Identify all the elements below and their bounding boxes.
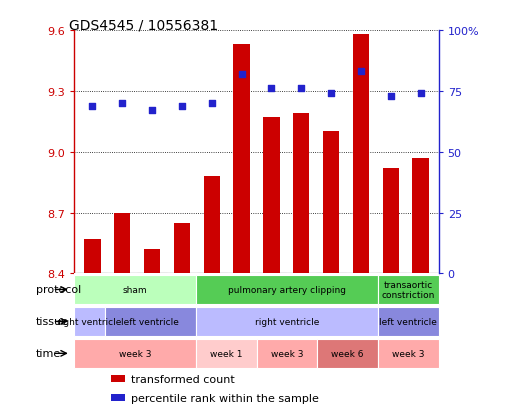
Text: week 3: week 3 [270,349,303,358]
Bar [256,339,317,368]
Point [208,100,216,107]
Point [417,91,425,97]
Bar [105,307,196,336]
Bar [144,249,160,274]
Bar [111,394,125,401]
Point [238,71,246,78]
Bar [74,275,196,304]
Bar [323,132,339,274]
Bar [412,159,429,274]
Text: GDS4545 / 10556381: GDS4545 / 10556381 [69,19,218,33]
Point [148,108,156,114]
Text: pulmonary artery clipping: pulmonary artery clipping [228,285,346,294]
Text: time: time [36,349,62,358]
Bar [114,213,130,274]
Bar [204,177,220,274]
Bar [378,307,439,336]
Text: right ventricle: right ventricle [57,317,122,326]
Text: week 3: week 3 [392,349,425,358]
Bar [378,339,439,368]
Point [297,86,305,93]
Point [178,103,186,109]
Text: left ventricle: left ventricle [122,317,179,326]
Text: week 1: week 1 [210,349,243,358]
Bar [196,339,256,368]
Point [357,69,365,76]
Text: transformed count: transformed count [131,374,234,384]
Bar [174,223,190,274]
Text: tissue: tissue [36,317,69,327]
Bar [111,375,125,382]
Bar [353,35,369,274]
Point [88,103,96,109]
Text: protocol: protocol [36,285,82,295]
Bar [378,275,439,304]
Text: sham: sham [123,285,147,294]
Text: percentile rank within the sample: percentile rank within the sample [131,393,319,403]
Bar [196,275,378,304]
Point [267,86,275,93]
Text: week 6: week 6 [331,349,364,358]
Text: transaortic
constriction: transaortic constriction [382,280,435,299]
Bar [196,307,378,336]
Bar [233,45,250,274]
Point [327,91,335,97]
Point [387,93,395,100]
Bar [84,240,101,274]
Bar [263,118,280,274]
Bar [293,114,309,274]
Bar [317,339,378,368]
Text: right ventricle: right ventricle [254,317,319,326]
Bar [383,169,399,274]
Bar [74,339,196,368]
Text: week 3: week 3 [119,349,151,358]
Bar [74,307,105,336]
Point [118,100,126,107]
Text: left ventricle: left ventricle [379,317,437,326]
